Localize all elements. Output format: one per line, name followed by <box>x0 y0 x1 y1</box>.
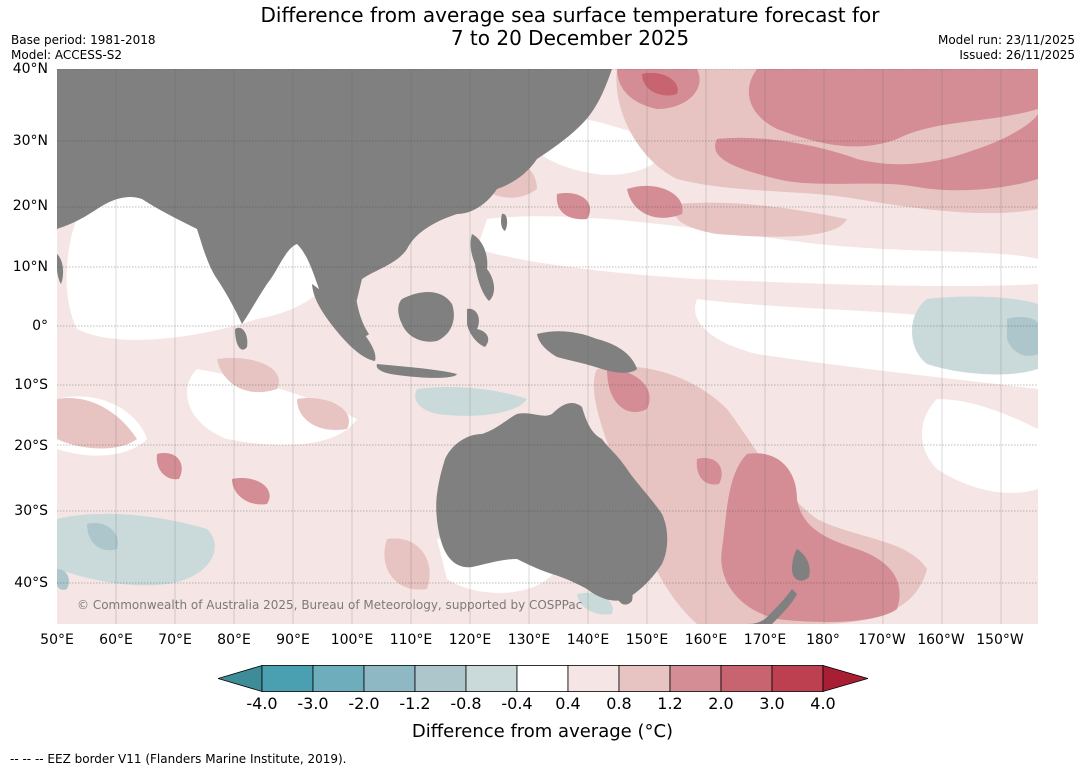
colorbar-tick: -0.4 <box>501 694 533 713</box>
lat-label: 40°S <box>14 575 48 591</box>
land-sumatra <box>312 284 376 361</box>
land-java <box>376 364 457 378</box>
land-australia <box>436 403 668 601</box>
colorbar-tick: 3.0 <box>759 694 785 713</box>
colorbar-label: Difference from average (°C) <box>411 721 674 742</box>
land-tasmania <box>615 583 633 605</box>
colorbar-segment <box>567 665 620 692</box>
lon-label: 50°E <box>40 632 74 648</box>
colorbar-segment <box>516 665 569 692</box>
lat-label: 20°S <box>14 438 48 454</box>
lat-label: 40°N <box>12 61 48 77</box>
lon-label: 80°E <box>217 632 251 648</box>
colorbar-segment <box>618 665 671 692</box>
title-line-2: 7 to 20 December 2025 <box>450 26 690 50</box>
land-malay-peninsula <box>345 254 369 336</box>
colorbar-segment <box>363 665 416 692</box>
meridians <box>115 69 1002 624</box>
colorbar-tick: -4.0 <box>246 694 278 713</box>
land-japan <box>512 87 557 130</box>
lat-label: 0° <box>32 318 48 334</box>
anomaly-very-strong-warm <box>642 72 678 96</box>
colorbar-segment <box>771 665 824 692</box>
colorbar-segment <box>414 665 467 692</box>
lon-label: 70°E <box>158 632 192 648</box>
meta-left: Base period: 1981-2018 Model: ACCESS-S2 <box>11 33 156 63</box>
lat-label: 10°N <box>12 259 48 275</box>
colorbar-segment <box>312 665 365 692</box>
lat-label: 20°N <box>12 198 48 214</box>
colorbar-segment <box>720 665 773 692</box>
land <box>57 69 810 624</box>
model-name: Model: ACCESS-S2 <box>11 48 123 62</box>
map-canvas <box>57 69 1038 624</box>
colorbar-segment <box>669 665 722 692</box>
lon-label: 150°W <box>976 632 1024 648</box>
colorbar <box>218 665 868 693</box>
model-run: Model run: 23/11/2025 <box>937 33 1075 47</box>
land-new-zealand-north <box>792 549 810 581</box>
map-copyright: © Commonwealth of Australia 2025, Bureau… <box>77 598 583 612</box>
lat-label: 30°S <box>14 503 48 519</box>
colorbar-segment <box>465 665 518 692</box>
land-madagascar <box>57 254 64 284</box>
colorbar-tick: 4.0 <box>810 694 836 713</box>
sst-anomaly-map <box>57 69 1038 624</box>
lon-label: 130°E <box>507 632 551 648</box>
colorbar-tick: 1.2 <box>657 694 683 713</box>
lon-label: 170°E <box>743 632 787 648</box>
lon-label: 180° <box>806 632 840 648</box>
lon-label: 150°E <box>625 632 669 648</box>
map-title: Difference from average sea surface temp… <box>0 4 1085 50</box>
base-period: Base period: 1981-2018 <box>11 33 156 47</box>
colorbar-tick: 0.4 <box>555 694 581 713</box>
land-philippines <box>470 234 495 301</box>
lon-label: 160°E <box>684 632 728 648</box>
lat-label: 10°S <box>14 377 48 393</box>
meta-right: Model run: 23/11/2025 Issued: 26/11/2025 <box>938 33 1075 63</box>
colorbar-tick: 2.0 <box>708 694 734 713</box>
lon-label: 100°E <box>330 632 374 648</box>
anomaly-strong-warm <box>57 69 1038 622</box>
land-taiwan <box>501 213 508 231</box>
lon-label: 110°E <box>389 632 433 648</box>
land-sulawesi <box>467 308 489 347</box>
lon-label: 120°E <box>448 632 492 648</box>
colorbar-segment <box>261 665 314 692</box>
land-new-zealand-south <box>747 589 797 624</box>
land-sri-lanka <box>235 327 248 350</box>
lon-label: 170°W <box>858 632 906 648</box>
colorbar-extend-high <box>822 665 868 693</box>
eez-legend: -- -- -- EEZ border V11 (Flanders Marine… <box>10 752 347 766</box>
issued-date: Issued: 26/11/2025 <box>959 48 1075 62</box>
lon-label: 60°E <box>99 632 133 648</box>
colorbar-tick: -2.0 <box>348 694 380 713</box>
lon-label: 140°E <box>566 632 610 648</box>
land-new-guinea <box>537 331 637 373</box>
title-line-1: Difference from average sea surface temp… <box>260 3 880 27</box>
colorbar-tick: -0.8 <box>450 694 482 713</box>
land-borneo <box>398 292 454 342</box>
colorbar-extend-low <box>218 665 263 693</box>
lat-label: 30°N <box>12 133 48 149</box>
colorbar-tick: -3.0 <box>297 694 329 713</box>
colorbar-tick: -1.2 <box>399 694 431 713</box>
lon-label: 90°E <box>276 632 310 648</box>
land-asia <box>57 69 612 329</box>
colorbar-tick: 0.8 <box>606 694 632 713</box>
lon-label: 160°W <box>917 632 965 648</box>
